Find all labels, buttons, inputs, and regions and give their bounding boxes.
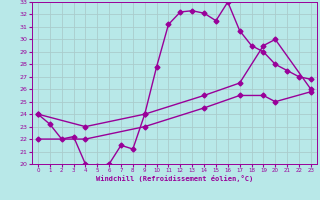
X-axis label: Windchill (Refroidissement éolien,°C): Windchill (Refroidissement éolien,°C) <box>96 175 253 182</box>
